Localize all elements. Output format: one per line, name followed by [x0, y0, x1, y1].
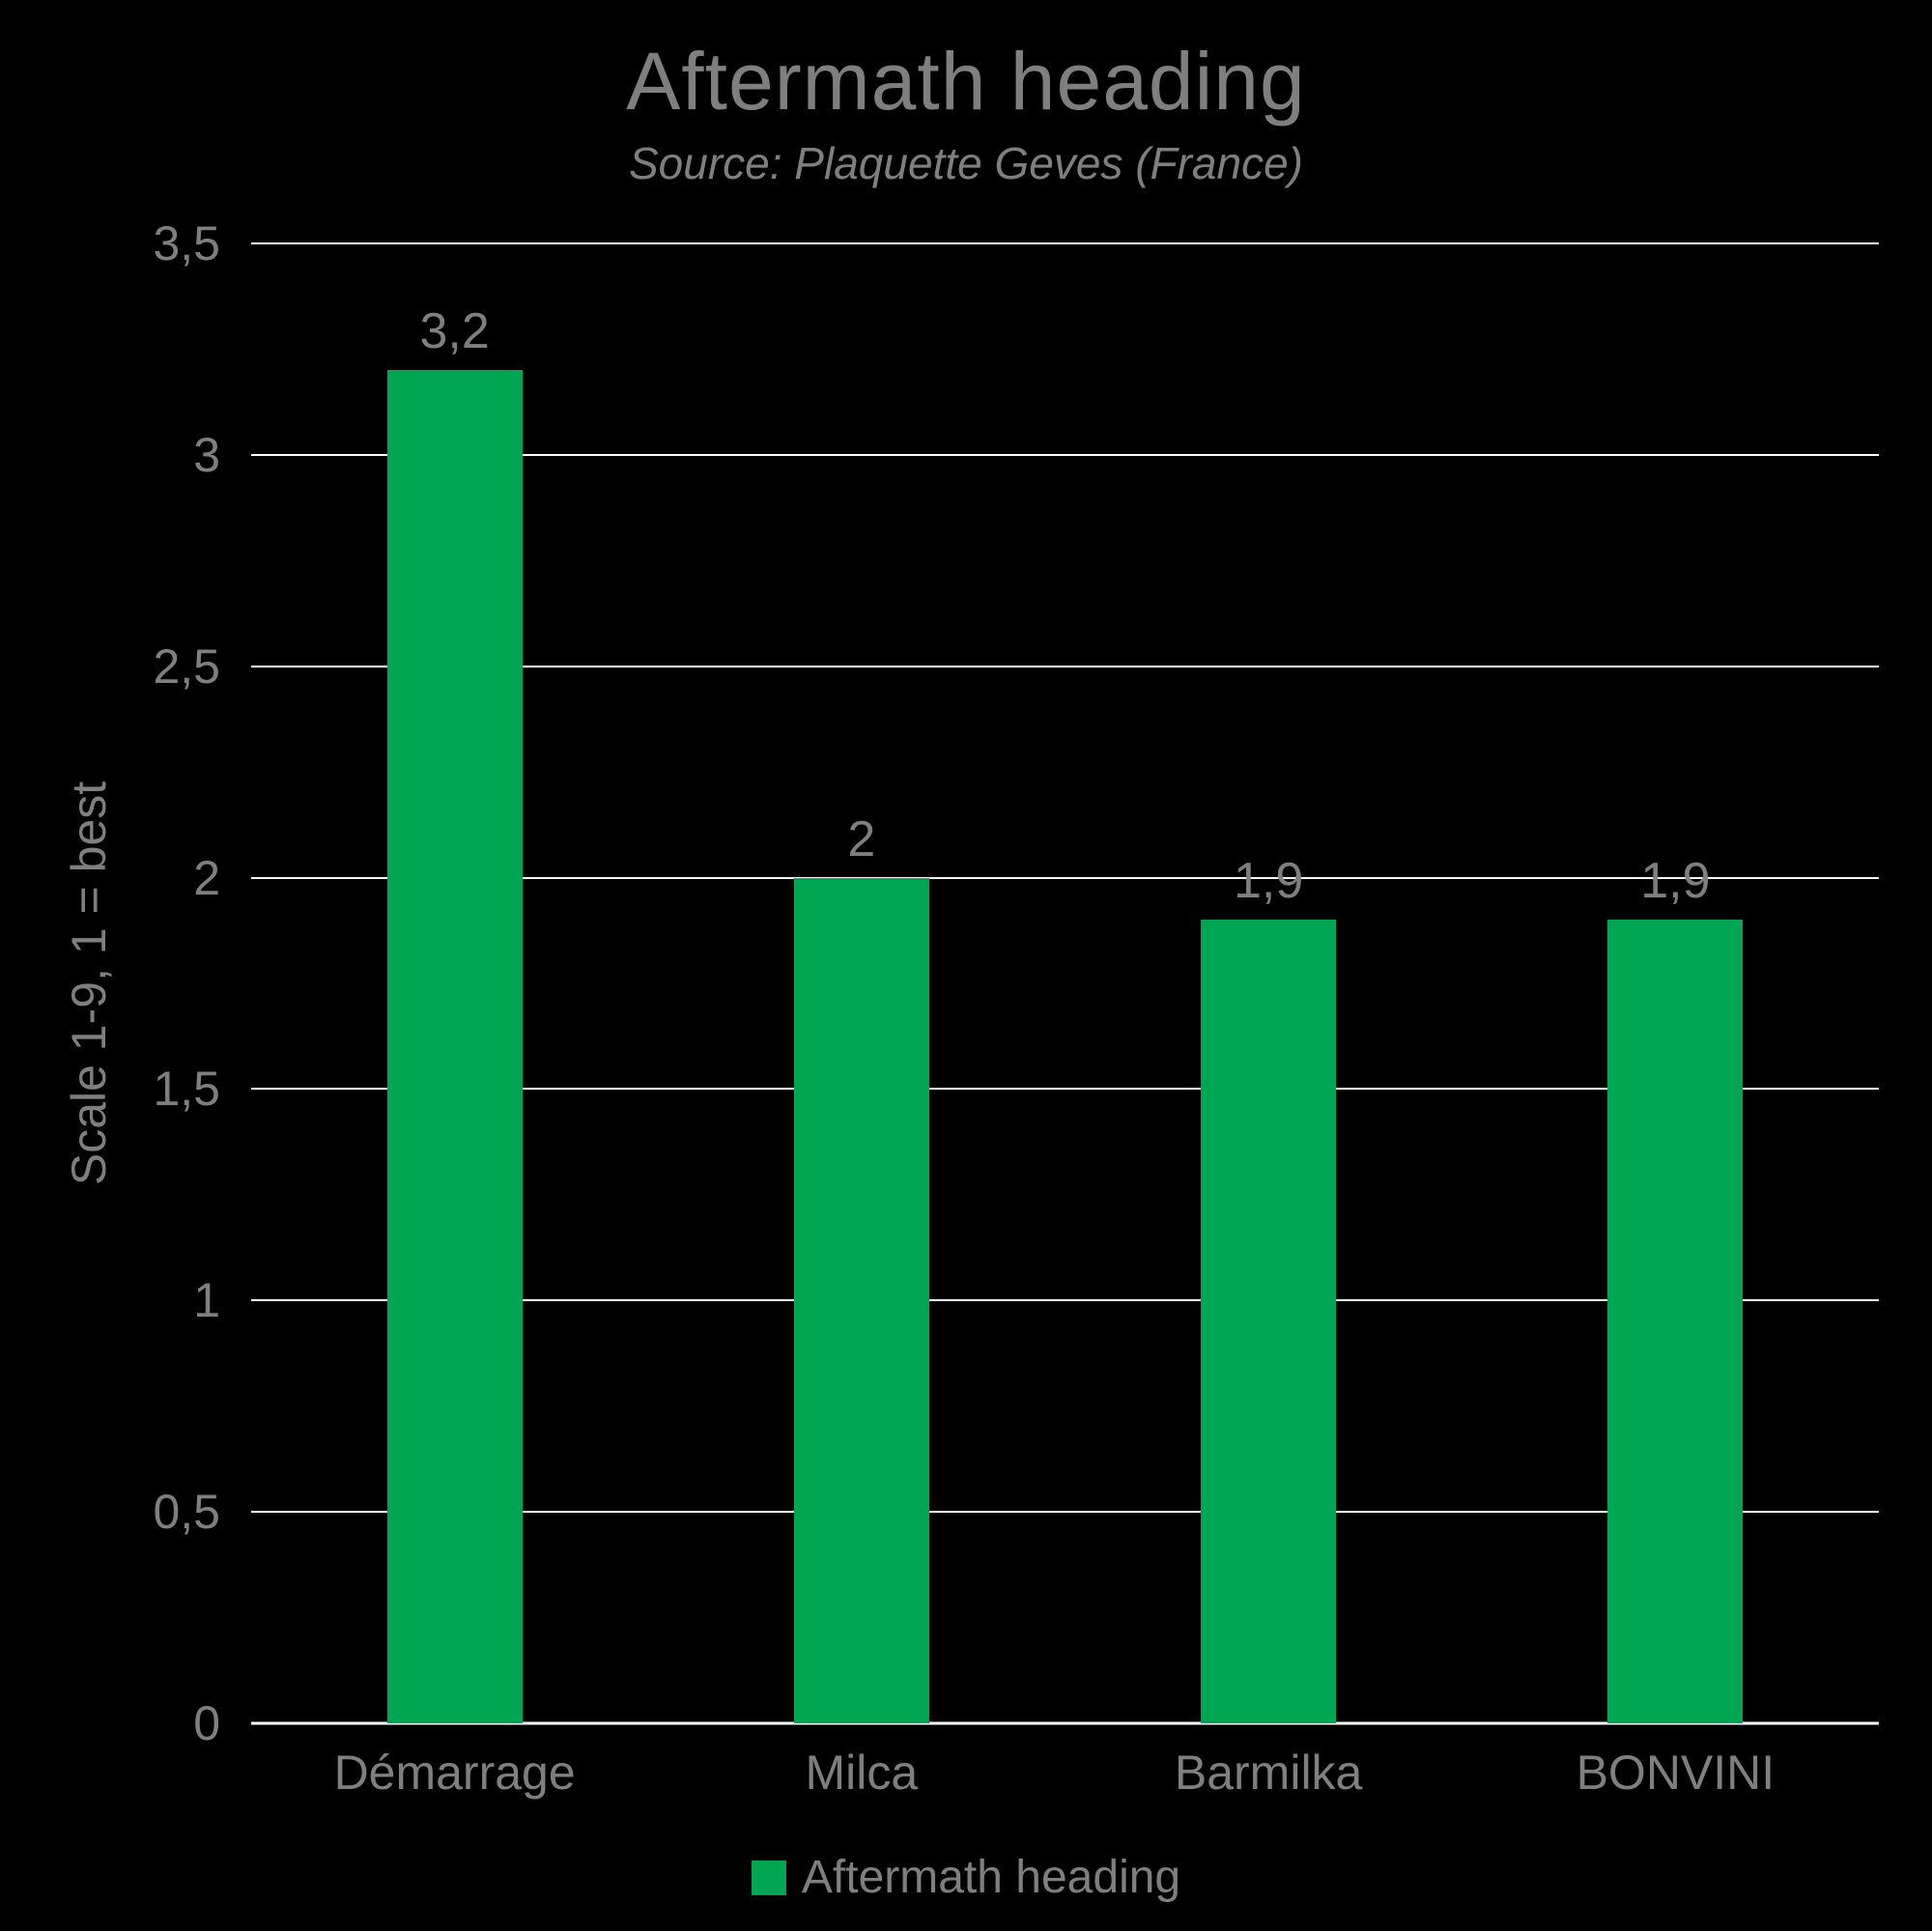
- bars: 3,2 2 1,9 1,9: [251, 243, 1879, 1723]
- x-axis-label: Milca: [805, 1746, 919, 1800]
- data-label: 2: [847, 810, 876, 867]
- x-axis-line: [251, 1721, 1879, 1725]
- bar-slot: 1,9: [1472, 243, 1879, 1723]
- data-label: 1,9: [1640, 853, 1711, 910]
- legend-label: Aftermath heading: [801, 1852, 1181, 1903]
- x-axis-labels: Démarrage Milca Barmilka BONVINI: [251, 1745, 1879, 1801]
- gridline: [251, 876, 1879, 879]
- bar-slot: 2: [658, 243, 1065, 1723]
- legend: Aftermath heading: [0, 1851, 1932, 1904]
- gridline: [251, 1088, 1879, 1091]
- chart-title: Aftermath heading: [626, 36, 1306, 127]
- y-tick-label: 2: [193, 850, 220, 905]
- bar-barmilka: 1,9: [1201, 853, 1337, 1723]
- y-axis-tick-labels: 0 0,5 1 1,5 2 2,5 3 3,5: [0, 216, 230, 1750]
- gridline: [251, 242, 1879, 244]
- bar-slot: 3,2: [251, 243, 658, 1723]
- bar-slot: 1,9: [1065, 243, 1472, 1723]
- y-tick-label: 3,5: [153, 216, 220, 270]
- gridline: [251, 1511, 1879, 1514]
- chart-subtitle: Source: Plaquette Geves (France): [629, 138, 1303, 188]
- y-tick-label: 1,5: [153, 1062, 220, 1117]
- gridline: [251, 665, 1879, 667]
- y-tick-label: 0: [193, 1696, 220, 1750]
- plot-area: 3,2 2 1,9 1,9: [251, 242, 1879, 1725]
- y-tick-label: 0,5: [153, 1485, 220, 1540]
- x-axis-label: Démarrage: [333, 1746, 576, 1800]
- legend-swatch-icon: [751, 1860, 786, 1895]
- gridline: [251, 453, 1879, 456]
- y-tick-label: 1: [193, 1273, 220, 1328]
- y-tick-label: 3: [193, 427, 220, 482]
- bar-milca: 2: [793, 811, 929, 1723]
- bar-démarrage: 3,2: [386, 303, 523, 1723]
- gridlines: [251, 242, 1879, 1725]
- bar-bonvini: 1,9: [1607, 853, 1744, 1723]
- data-label: 1,9: [1233, 853, 1304, 910]
- data-label: 3,2: [419, 303, 490, 360]
- x-axis-label: BONVINI: [1576, 1746, 1776, 1800]
- y-tick-label: 2,5: [153, 639, 220, 694]
- gridline: [251, 1299, 1879, 1302]
- x-axis-label: Barmilka: [1174, 1746, 1363, 1800]
